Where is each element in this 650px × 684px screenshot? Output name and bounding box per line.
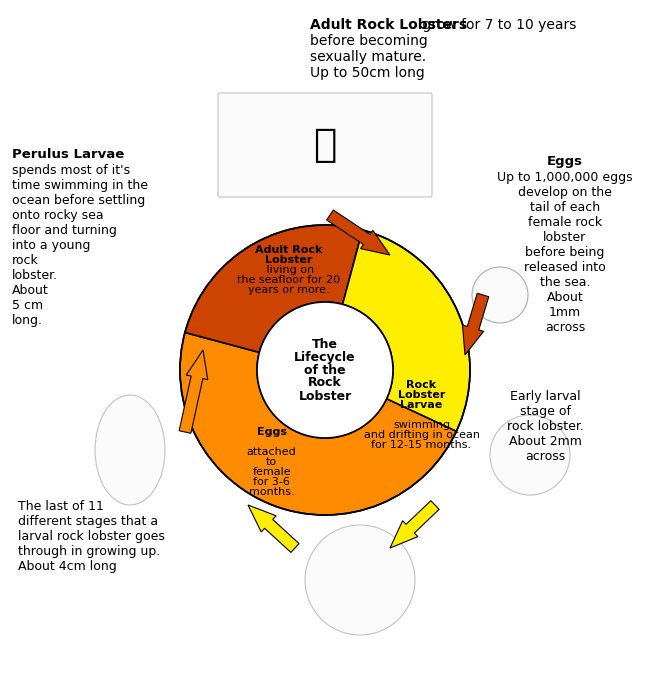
Text: Lobster: Lobster [265,255,312,265]
Text: for 3-6: for 3-6 [254,477,290,487]
Text: living on: living on [263,265,314,275]
Text: months.: months. [249,487,294,497]
Text: years or more.: years or more. [248,285,330,295]
Text: 🦞: 🦞 [313,126,337,164]
FancyArrow shape [179,350,208,433]
FancyArrow shape [327,210,390,255]
Text: Perulus Larvae: Perulus Larvae [12,148,124,161]
Circle shape [257,302,393,438]
Text: The: The [312,337,338,350]
Text: to: to [266,457,278,467]
Text: Rock: Rock [406,380,437,390]
FancyBboxPatch shape [218,93,432,197]
Wedge shape [185,225,363,352]
Text: female: female [252,467,291,477]
Circle shape [472,267,528,323]
Text: Eggs: Eggs [547,155,583,168]
Ellipse shape [95,395,165,505]
Text: Eggs: Eggs [257,428,287,437]
Text: Larvae: Larvae [400,400,443,410]
Text: Early larval
stage of
rock lobster.
About 2mm
across: Early larval stage of rock lobster. Abou… [506,390,584,463]
Wedge shape [343,230,470,432]
Text: attached: attached [247,447,296,457]
FancyArrow shape [390,501,439,548]
FancyArrow shape [463,293,489,355]
Text: Up to 1,000,000 eggs
develop on the
tail of each
female rock
lobster
before bein: Up to 1,000,000 eggs develop on the tail… [497,171,633,334]
Text: and drifting in ocean: and drifting in ocean [363,430,480,440]
Text: the seafloor for 20: the seafloor for 20 [237,275,340,285]
Ellipse shape [305,525,415,635]
Ellipse shape [490,415,570,495]
Text: Lobster: Lobster [298,389,352,402]
Wedge shape [180,332,456,515]
Text: Rock: Rock [308,376,342,389]
Text: before becoming
sexually mature.
Up to 50cm long: before becoming sexually mature. Up to 5… [310,34,428,81]
Text: The last of 11
different stages that a
larval rock lobster goes
through in growi: The last of 11 different stages that a l… [18,500,165,573]
Text: Lobster: Lobster [398,390,445,400]
Text: Adult Rock Lobsters: Adult Rock Lobsters [310,18,467,32]
Text: swimming: swimming [393,420,450,430]
Text: for 12-15 months.: for 12-15 months. [371,440,472,450]
Text: grow for 7 to 10 years: grow for 7 to 10 years [418,18,577,32]
Text: of the: of the [304,363,346,376]
Text: Lifecycle: Lifecycle [294,350,356,363]
Text: spends most of it's
time swimming in the
ocean before settling
onto rocky sea
fl: spends most of it's time swimming in the… [12,164,148,327]
Text: Adult Rock: Adult Rock [255,245,322,255]
FancyArrow shape [248,505,299,553]
